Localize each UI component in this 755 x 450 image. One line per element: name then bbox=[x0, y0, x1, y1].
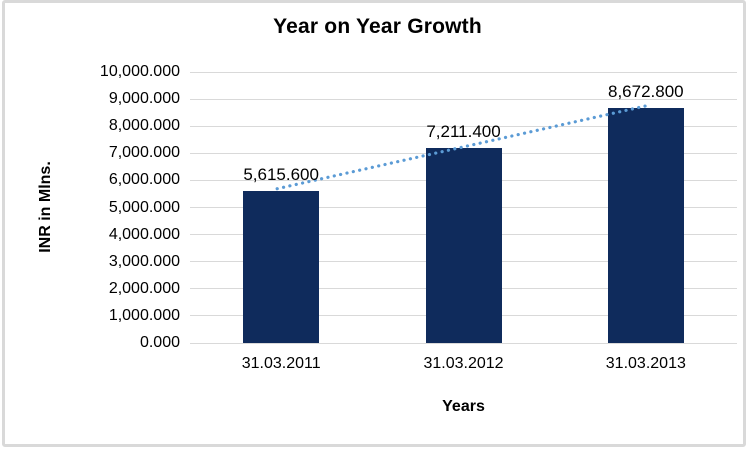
x-tick-label: 31.03.2013 bbox=[605, 355, 686, 372]
y-tick-label: 2,000.000 bbox=[108, 279, 180, 297]
bar bbox=[425, 147, 502, 343]
plot-area bbox=[190, 71, 737, 344]
bar bbox=[243, 190, 320, 343]
x-axis-line bbox=[190, 342, 737, 344]
gridline bbox=[190, 98, 737, 100]
y-tick-label: 0.000 bbox=[139, 334, 180, 351]
y-tick-label: 3,000.000 bbox=[108, 252, 180, 270]
y-tick-label: 8,000.000 bbox=[108, 117, 180, 135]
chart-title: Year on Year Growth bbox=[273, 15, 482, 38]
trendline bbox=[275, 103, 650, 191]
y-tick-label: 6,000.000 bbox=[108, 171, 180, 189]
y-tick-label: 4,000.000 bbox=[108, 225, 180, 243]
y-tick-label: 1,000.000 bbox=[108, 306, 180, 324]
x-tick-label: 31.03.2012 bbox=[423, 355, 504, 372]
trendline-path bbox=[275, 103, 650, 191]
y-tick-label: 9,000.000 bbox=[108, 90, 180, 108]
gridline bbox=[190, 125, 737, 127]
bar-data-label: 7,211.400 bbox=[426, 121, 501, 141]
x-tick-label: 31.03.2011 bbox=[241, 355, 321, 372]
bar-data-label: 8,672.800 bbox=[608, 81, 684, 101]
y-tick-label: 10,000.000 bbox=[99, 63, 180, 80]
y-tick-label: 5,000.000 bbox=[108, 198, 180, 216]
y-tick-label: 7,000.000 bbox=[108, 144, 180, 162]
gridline bbox=[190, 71, 737, 73]
bar-data-label: 5,615.600 bbox=[243, 164, 319, 184]
x-axis-title: Years bbox=[442, 398, 485, 415]
bar bbox=[607, 107, 684, 343]
y-axis-tick-labels: 10,000.000 9,000.000 8,000.000 7,000.000 6,0… bbox=[20, 63, 180, 351]
